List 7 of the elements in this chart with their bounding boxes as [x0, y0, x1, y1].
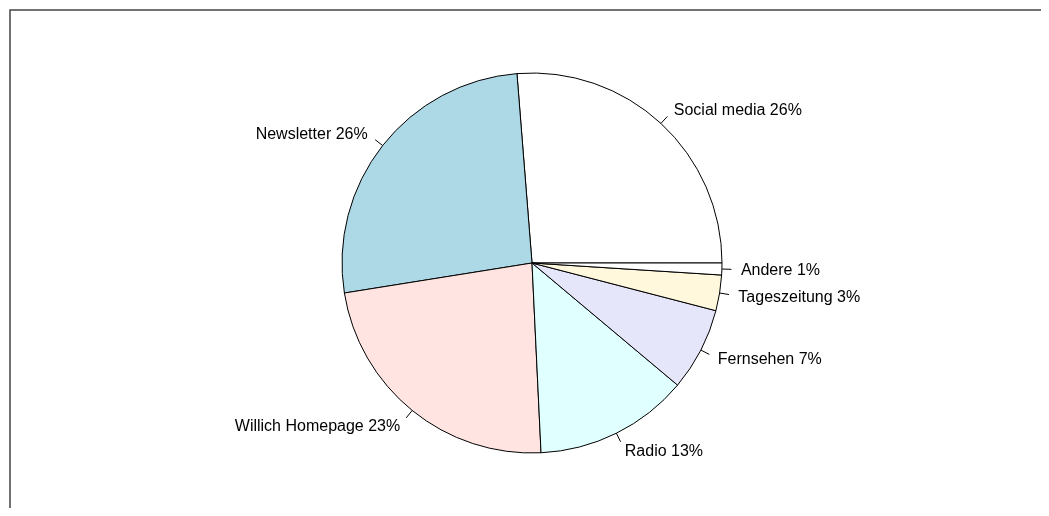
- slice-label: Andere 1%: [740, 261, 821, 279]
- slice-label: Newsletter 26%: [255, 125, 368, 143]
- slice-label: Willich Homepage 23%: [234, 416, 401, 434]
- slice-label: Tageszeitung 3%: [738, 287, 861, 305]
- slice-label: Fernsehen 7%: [717, 350, 822, 368]
- slice-label: Social media 26%: [673, 101, 802, 119]
- slice-label: Radio 13%: [624, 441, 704, 459]
